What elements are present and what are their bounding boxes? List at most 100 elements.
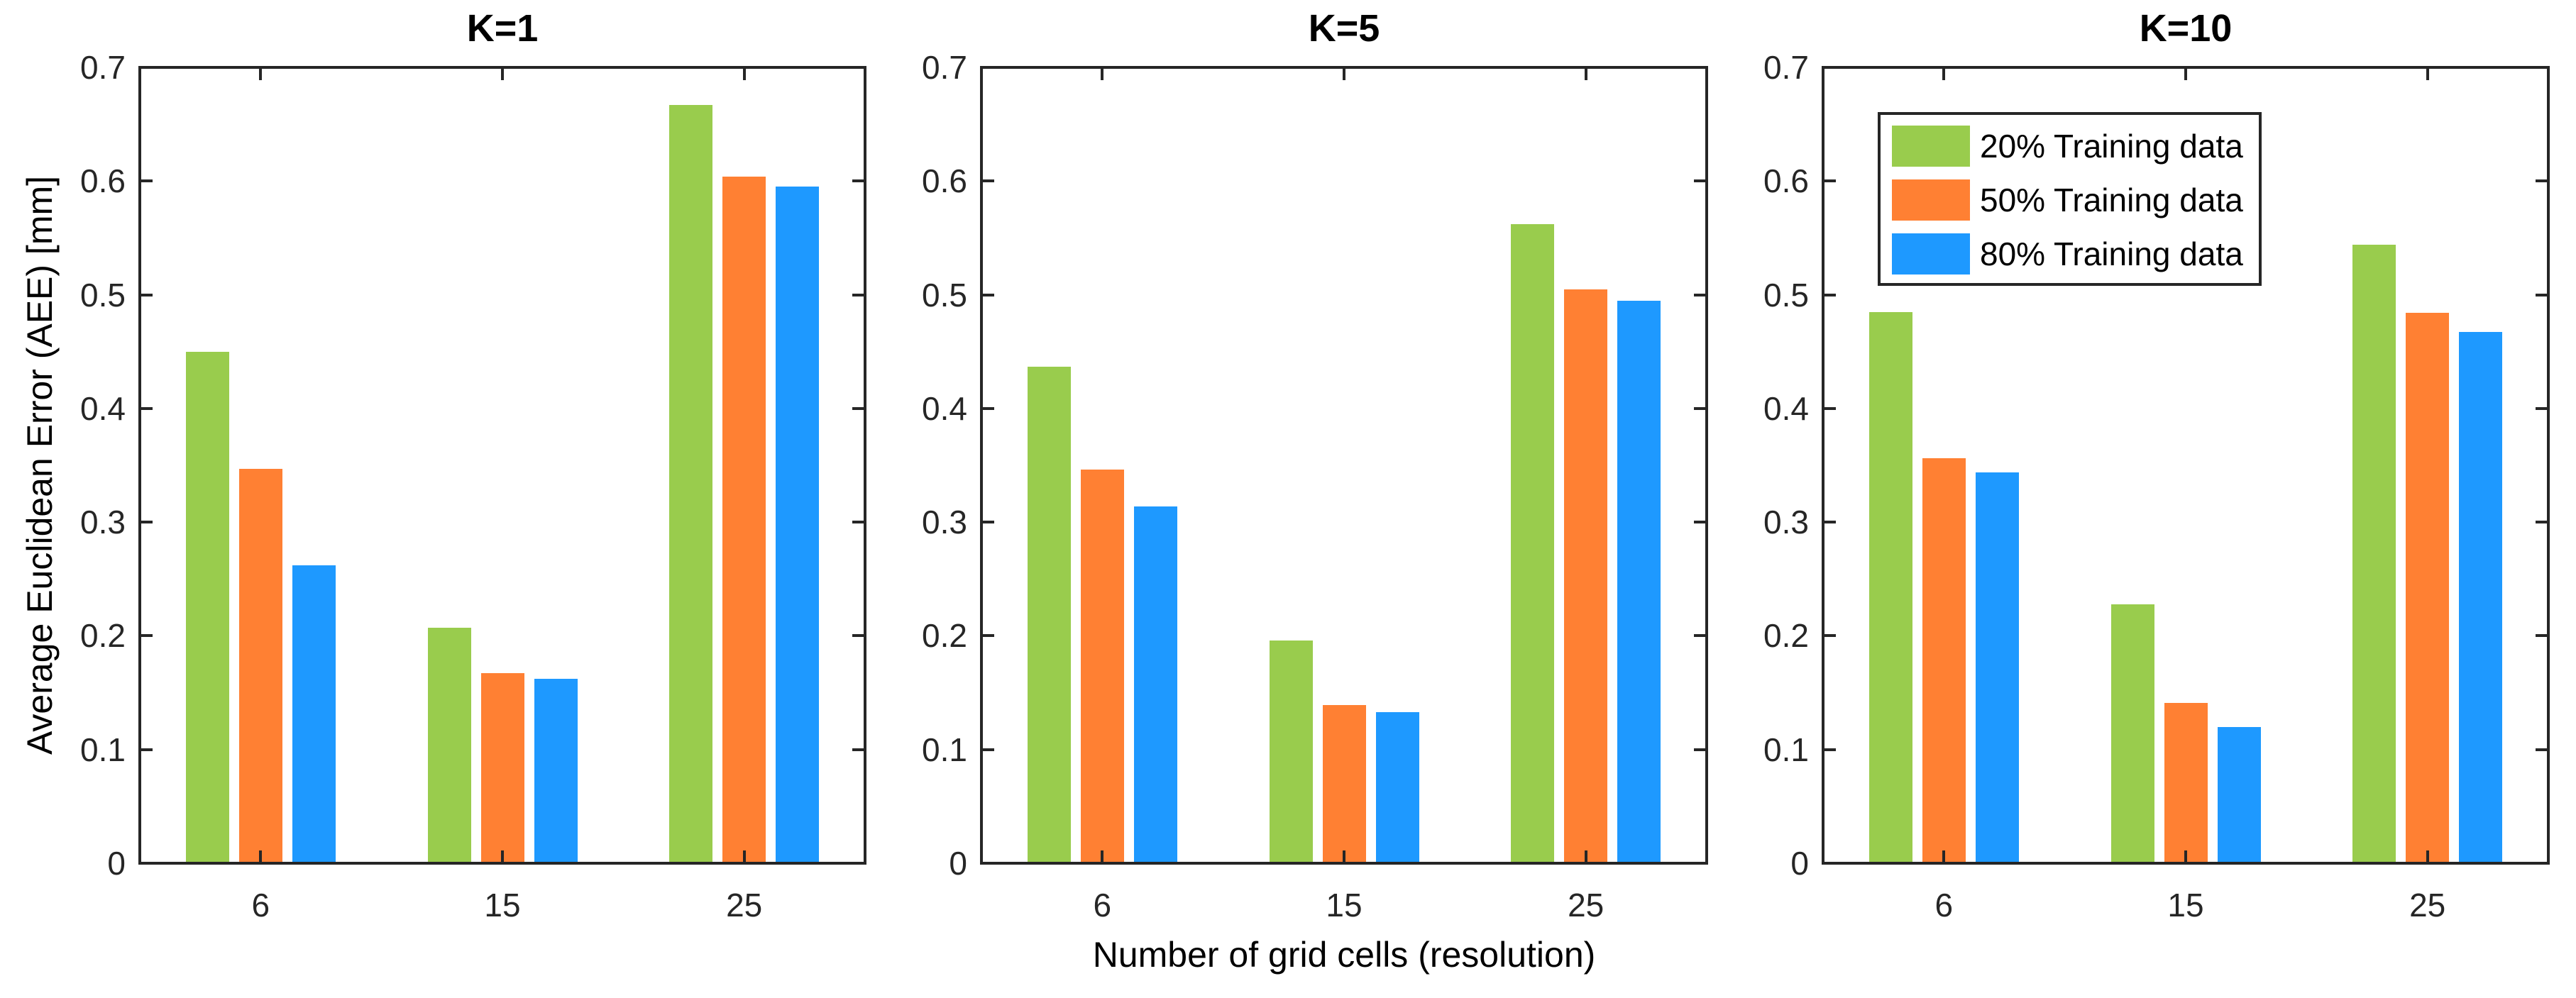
y-tick-label: 0.2 [922,617,967,655]
y-tick-mark-right [852,748,865,751]
bar [776,187,820,863]
y-tick-label: 0 [1790,845,1809,882]
y-tick-mark [140,748,153,751]
x-tick-mark-top [259,67,263,80]
bar [2217,726,2261,863]
y-tick-label: 0.4 [1763,389,1809,427]
legend-label: 20% Training data [1980,128,2243,165]
x-tick-label: 6 [251,887,270,924]
bar [1133,506,1177,863]
y-tick-label: 0.3 [1763,504,1809,541]
x-tick-mark-top [501,67,504,80]
y-tick-mark [981,179,994,183]
bar [722,176,766,863]
y-tick-mark-right [852,406,865,410]
y-tick-label: 0.7 [1763,49,1809,86]
y-tick-mark-right [1694,748,1707,751]
bar [1868,311,1912,863]
x-tick-mark [1343,850,1345,863]
y-tick-mark [981,293,994,296]
bar [534,679,578,863]
bar [292,565,336,863]
y-tick-mark [140,634,153,638]
x-tick-mark [259,850,263,863]
y-tick-label: 0.5 [80,276,126,314]
x-tick-mark [501,850,504,863]
y-tick-mark [1823,406,1836,410]
y-tick-mark [1823,521,1836,524]
bar [1322,705,1366,863]
y-tick-mark [981,634,994,638]
bar [427,628,471,863]
axes-box [980,66,1708,865]
bar [2164,702,2208,863]
x-tick-label: 6 [1934,887,1954,924]
bar [480,673,524,863]
y-tick-label: 0.5 [1763,276,1809,314]
y-tick-mark [140,406,153,410]
y-tick-label: 0.2 [80,617,126,655]
x-tick-mark-top [1343,67,1345,80]
y-tick-label: 0.4 [922,389,967,427]
bar [1269,640,1313,863]
y-tick-label: 0.6 [1763,162,1809,200]
y-tick-label: 0.3 [80,504,126,541]
y-tick-label: 0 [949,845,967,882]
bar [2406,313,2450,863]
bar [2352,245,2396,863]
y-tick-mark [1823,748,1836,751]
legend-swatch [1892,233,1970,275]
bar [2110,604,2154,863]
legend-label: 80% Training data [1980,235,2243,272]
y-tick-mark [140,521,153,524]
x-tick-mark-top [2426,67,2429,80]
x-tick-mark [2426,850,2429,863]
bar [238,468,282,863]
x-tick-label: 15 [2167,887,2204,924]
legend-swatch [1892,126,1970,167]
x-tick-label: 15 [1326,887,1363,924]
y-axis-label: Average Euclidean Error (AEE) [mm] [20,175,60,755]
x-tick-mark [1101,850,1104,863]
bar [1080,470,1124,863]
x-tick-mark-top [2184,67,2187,80]
y-tick-label: 0.1 [1763,731,1809,768]
y-tick-mark-right [1694,179,1707,183]
x-axis-label: Number of grid cells (resolution) [1092,935,1596,975]
y-tick-mark-right [852,293,865,296]
x-tick-mark-top [1942,67,1946,80]
y-tick-mark-right [1694,521,1707,524]
legend-row: 80% Training data [1881,233,2259,275]
x-tick-mark-top [1584,67,1587,80]
y-tick-label: 0.4 [80,389,126,427]
bar [1027,366,1071,863]
x-tick-mark [742,850,746,863]
bar [1511,224,1555,863]
y-tick-label: 0.3 [922,504,967,541]
subplot-title: K=10 [2139,7,2233,50]
axes-box [138,66,866,865]
y-tick-mark-right [2536,521,2548,524]
y-tick-mark-right [2536,406,2548,410]
y-tick-mark-right [852,521,865,524]
x-tick-mark [1942,850,1946,863]
x-tick-label: 25 [1568,887,1605,924]
y-tick-mark-right [852,634,865,638]
legend-row: 50% Training data [1881,179,2259,221]
y-tick-mark-right [2536,748,2548,751]
x-tick-label: 6 [1093,887,1112,924]
legend-label: 50% Training data [1980,182,2243,218]
bar [1975,472,2019,863]
y-tick-mark [981,748,994,751]
x-tick-label: 15 [484,887,521,924]
y-tick-mark [140,179,153,183]
y-tick-mark-right [1694,406,1707,410]
bar [1564,289,1608,863]
y-tick-label: 0.2 [1763,617,1809,655]
x-tick-mark [2184,850,2187,863]
y-tick-mark [981,521,994,524]
bar [669,104,713,863]
y-tick-mark [981,406,994,410]
y-tick-label: 0.7 [922,49,967,86]
x-tick-mark-top [1101,67,1104,80]
